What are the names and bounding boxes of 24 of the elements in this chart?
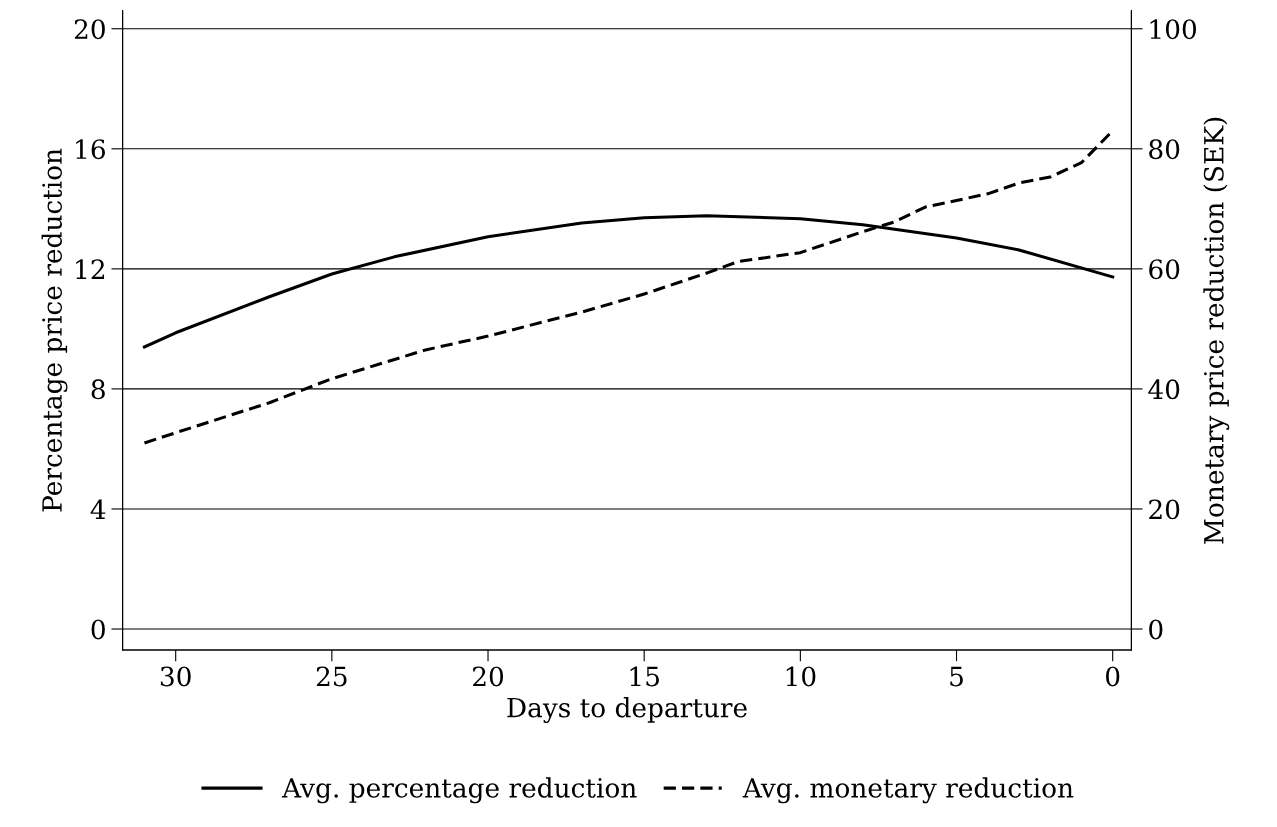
y-tick-label: 12 — [76, 259, 105, 279]
legend-label: Avg. percentage reduction — [281, 777, 637, 804]
legend-label: Avg. monetary reduction — [742, 777, 1074, 804]
x-tick-label: 10 — [786, 666, 816, 687]
y-tick-label: 4 — [90, 499, 106, 519]
x-tick-label: 30 — [160, 666, 191, 687]
x-tick-label: 15 — [630, 666, 659, 687]
y-tick-label: 16 — [76, 139, 105, 160]
y-tick-label: 8 — [91, 379, 105, 400]
y2-axis-title: Monetary price reduction (SEK) — [1203, 117, 1230, 544]
y-tick-label: 20 — [74, 19, 105, 40]
y2-tick-label: 40 — [1148, 379, 1180, 400]
y2-tick-label: 20 — [1149, 499, 1180, 520]
y-tick-label: 0 — [91, 619, 105, 640]
y2-tick-label: 0 — [1149, 619, 1163, 640]
x-tick-label: 0 — [1106, 666, 1120, 687]
x-tick-label: 20 — [473, 666, 504, 687]
x-axis-title: Days to departure — [507, 697, 747, 723]
x-tick-label: 25 — [316, 666, 347, 687]
x-tick-label: 5 — [950, 666, 963, 687]
y-axis-title: Percentage price reduction — [41, 148, 68, 512]
y2-tick-label: 100 — [1150, 19, 1197, 40]
y2-tick-label: 60 — [1149, 259, 1180, 280]
y2-tick-label: 80 — [1149, 139, 1180, 160]
